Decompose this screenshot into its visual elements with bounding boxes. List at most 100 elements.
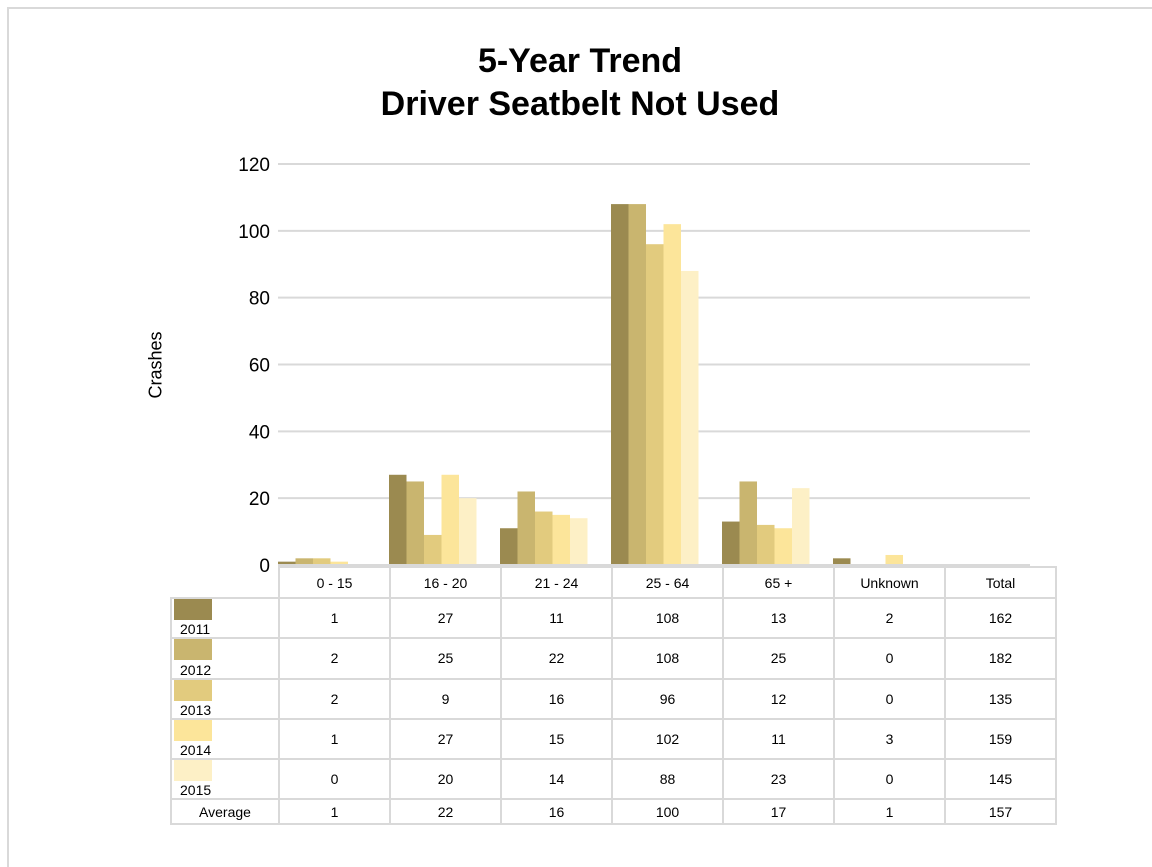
table-row: 2013 2 9 16 96 12 0 135 xyxy=(170,677,1057,720)
legend-label: 2011 xyxy=(180,621,211,638)
y-tick-label: 60 xyxy=(249,356,270,377)
bar xyxy=(663,224,681,565)
bar xyxy=(722,521,740,565)
table-cell: 108 xyxy=(611,596,724,640)
bar xyxy=(389,474,407,565)
table-cell: 2 xyxy=(278,677,391,720)
table-cell: 145 xyxy=(944,758,1057,801)
series-label-cell: 2014 xyxy=(170,717,280,761)
bar xyxy=(406,481,424,565)
table-cell: 16 xyxy=(500,798,613,826)
legend-swatch xyxy=(174,760,212,782)
legend-swatch xyxy=(174,679,212,701)
table-cell: 1 xyxy=(278,798,391,826)
table-row: 2015 0 20 14 88 23 0 145 xyxy=(170,758,1057,801)
bar xyxy=(885,554,903,565)
bar xyxy=(459,498,477,565)
average-label: Average xyxy=(170,798,280,826)
bar xyxy=(628,204,646,565)
bar xyxy=(424,534,442,565)
bar xyxy=(330,561,348,565)
table-cell: 22 xyxy=(389,798,502,826)
table-cell: 11 xyxy=(500,596,613,640)
bar xyxy=(774,528,792,565)
legend-label: 2012 xyxy=(180,661,212,678)
series-label-cell: 2012 xyxy=(170,637,280,680)
y-tick-label: 0 xyxy=(259,556,270,577)
table-cell: 3 xyxy=(833,717,946,761)
bar xyxy=(535,511,553,565)
table-cell: 159 xyxy=(944,717,1057,761)
table-cell: 27 xyxy=(389,717,502,761)
chart-frame xyxy=(7,7,1152,867)
table-cell: 16 xyxy=(500,677,613,720)
table-cell: 13 xyxy=(722,596,835,640)
y-tick-label: 100 xyxy=(238,222,270,243)
legend-label: 2013 xyxy=(180,701,212,718)
table-row: 2014 1 27 15 102 11 3 159 xyxy=(170,717,1057,761)
category-header: 21 - 24 xyxy=(500,566,613,599)
legend-label: 2014 xyxy=(180,742,212,759)
table-cell: 162 xyxy=(944,596,1057,640)
series-label-cell: 2013 xyxy=(170,677,280,720)
table-cell: 12 xyxy=(722,677,835,720)
table-cell: 25 xyxy=(389,637,502,680)
bar xyxy=(500,528,518,565)
table-cell: 23 xyxy=(722,758,835,801)
bar xyxy=(517,491,535,565)
category-header: 25 - 64 xyxy=(611,566,724,599)
table-cell: 17 xyxy=(722,798,835,826)
category-header: 65 + xyxy=(722,566,835,599)
table-corner-cell xyxy=(171,567,280,599)
data-table: 0 - 15 16 - 20 21 - 24 25 - 64 65 + Unknown To… xyxy=(170,566,1057,826)
table-cell: 0 xyxy=(833,677,946,720)
category-header: 0 - 15 xyxy=(278,566,391,599)
average-row: Average 1 22 16 100 17 1 157 xyxy=(170,798,1057,826)
table-row: 2011 1 27 11 108 13 2 162 xyxy=(170,596,1057,640)
table-cell: 27 xyxy=(389,596,502,640)
table-cell: 1 xyxy=(278,717,391,761)
bar xyxy=(278,561,296,565)
bar xyxy=(441,474,459,565)
table-cell: 14 xyxy=(500,758,613,801)
table-cell: 0 xyxy=(833,637,946,680)
table-cell: 96 xyxy=(611,677,724,720)
table-cell: 9 xyxy=(389,677,502,720)
legend-swatch xyxy=(174,639,212,661)
table-cell: 0 xyxy=(278,758,391,801)
y-tick-label: 20 xyxy=(249,489,270,510)
table-row: 2012 2 25 22 108 25 0 182 xyxy=(170,637,1057,680)
legend-swatch xyxy=(174,719,212,741)
table-header-row: 0 - 15 16 - 20 21 - 24 25 - 64 65 + Unknown To… xyxy=(171,566,1057,599)
table-cell: 2 xyxy=(278,637,391,680)
y-tick-label: 40 xyxy=(249,422,270,443)
table-cell: 2 xyxy=(833,596,946,640)
chart-title-line-1: 5-Year Trend xyxy=(477,42,683,80)
bar xyxy=(570,518,588,565)
category-header: 16 - 20 xyxy=(389,566,502,599)
table-cell: 108 xyxy=(611,637,724,680)
legend-label: 2015 xyxy=(180,782,212,799)
bar xyxy=(833,558,851,565)
table-cell: 11 xyxy=(722,717,835,761)
table-cell: 1 xyxy=(278,596,391,640)
table-cell: 157 xyxy=(944,798,1057,826)
table-cell: 15 xyxy=(500,717,613,761)
bar xyxy=(552,514,570,565)
y-tick-label: 120 xyxy=(238,155,270,176)
bar xyxy=(792,488,810,565)
table-cell: 0 xyxy=(833,758,946,801)
bar xyxy=(646,244,664,565)
category-header: Unknown xyxy=(833,566,946,599)
category-header: Total xyxy=(944,566,1057,599)
table-cell: 88 xyxy=(611,758,724,801)
bar xyxy=(313,558,331,565)
chart-title-line-2: Driver Seatbelt Not Used xyxy=(380,85,780,123)
bar xyxy=(295,558,313,565)
series-label-cell: 2015 xyxy=(170,758,280,801)
table-cell: 22 xyxy=(500,637,613,680)
bars xyxy=(278,204,903,565)
bar xyxy=(611,204,629,565)
series-label-cell: 2011 xyxy=(170,596,280,640)
